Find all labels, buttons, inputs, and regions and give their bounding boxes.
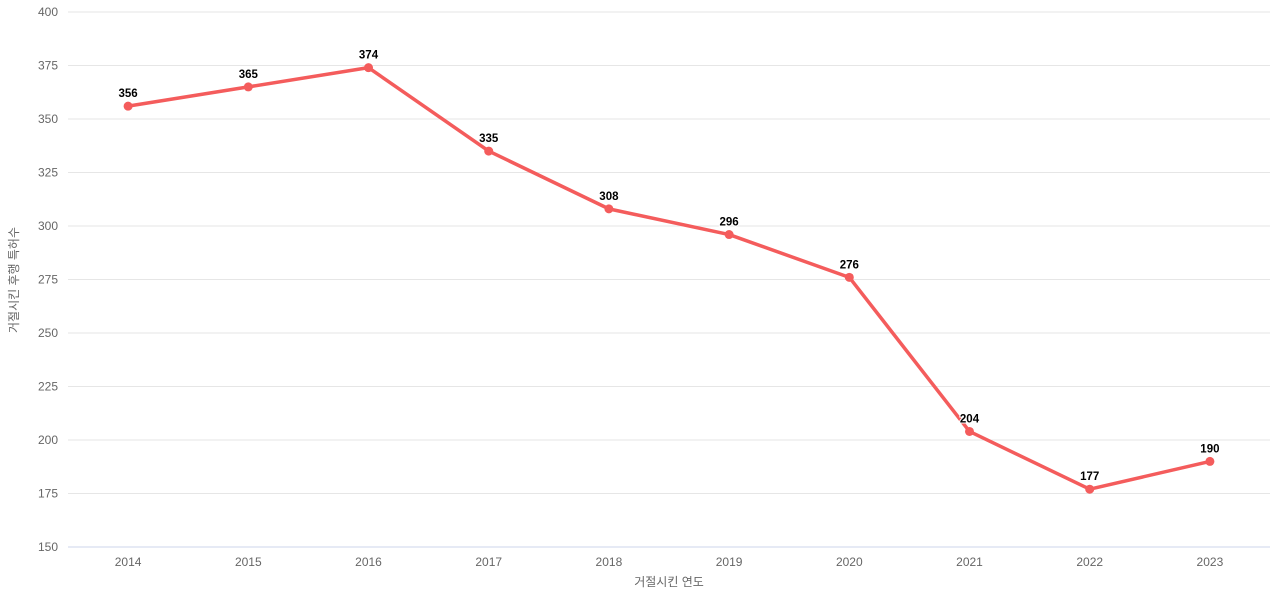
data-point — [364, 63, 373, 73]
y-tick-label: 275 — [38, 273, 58, 287]
x-tick-label: 2016 — [355, 555, 382, 569]
data-point — [965, 426, 974, 436]
y-tick-label: 375 — [38, 59, 58, 73]
data-point — [484, 146, 494, 156]
data-label: 335 — [479, 133, 499, 145]
data-label: 308 — [599, 191, 619, 203]
x-tick-label: 2017 — [475, 555, 502, 569]
data-label: 204 — [960, 413, 980, 425]
x-tick-label: 2020 — [836, 555, 863, 569]
x-tick-label: 2022 — [1076, 555, 1103, 569]
y-tick-label: 200 — [38, 433, 58, 447]
data-point — [604, 204, 614, 214]
y-tick-label: 225 — [38, 380, 58, 394]
data-label: 276 — [840, 259, 859, 271]
y-tick-label: 300 — [38, 219, 58, 233]
data-point — [724, 230, 734, 240]
x-axis-title: 거절시킨 연도 — [634, 575, 704, 589]
data-label: 296 — [720, 217, 739, 229]
data-label: 190 — [1200, 443, 1219, 455]
y-axis-title: 거절시킨 후행 특허수 — [7, 226, 21, 334]
y-tick-label: 150 — [38, 540, 58, 554]
y-tick-label: 325 — [38, 166, 58, 180]
x-tick-label: 2019 — [716, 555, 743, 569]
x-tick-label: 2015 — [235, 555, 262, 569]
y-tick-label: 350 — [38, 112, 58, 126]
data-point — [1085, 484, 1095, 494]
x-tick-label: 2014 — [115, 555, 142, 569]
data-label: 374 — [359, 50, 379, 62]
data-point — [123, 101, 133, 111]
data-point — [243, 82, 253, 92]
data-label: 177 — [1080, 471, 1099, 483]
data-point — [1205, 456, 1215, 466]
x-tick-label: 2023 — [1197, 555, 1224, 569]
series-line — [126, 65, 1212, 491]
y-tick-label: 250 — [38, 326, 58, 340]
y-tick-label: 400 — [38, 5, 58, 19]
data-point — [844, 272, 854, 282]
x-tick-label: 2021 — [956, 555, 983, 569]
x-tick-label: 2018 — [596, 555, 623, 569]
data-label: 356 — [119, 88, 138, 100]
data-label: 365 — [239, 69, 259, 81]
y-tick-label: 175 — [38, 487, 58, 501]
